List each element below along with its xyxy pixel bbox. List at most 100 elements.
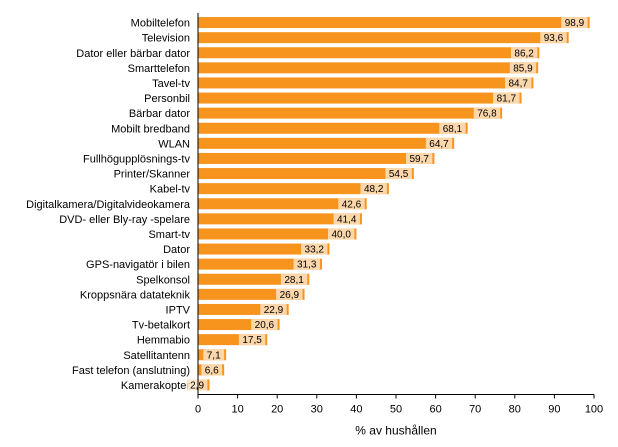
value-label-background [360, 183, 387, 195]
bar [198, 32, 569, 44]
bar [198, 107, 503, 119]
category-label: Television [142, 33, 190, 45]
category-label: Hemmabio [137, 335, 190, 347]
value-label: 85,9 [513, 63, 533, 74]
x-tick-label: 100 [585, 404, 603, 416]
category-label: IPTV [166, 304, 191, 316]
category-label: Digitalkamera/Digitalvideokamera [26, 199, 191, 211]
bar [198, 168, 414, 180]
x-tick-label: 10 [231, 404, 243, 416]
bar [198, 303, 289, 315]
category-label: DVD- eller Bly-ray -spelare [59, 214, 190, 226]
value-label: 64,7 [429, 139, 449, 150]
bar [198, 137, 455, 149]
value-label: 33,2 [305, 245, 325, 256]
value-label: 42,6 [342, 199, 362, 210]
category-label: Kamerakopter [121, 380, 190, 392]
bar [198, 273, 310, 285]
bar [198, 77, 534, 89]
bar [198, 152, 435, 164]
bar [198, 243, 330, 255]
value-label-background [473, 107, 501, 119]
value-label: 59,7 [409, 154, 429, 165]
category-label: Fullhögupplösnings-tv [83, 153, 191, 165]
value-label-background [385, 168, 412, 180]
value-label-background [540, 32, 567, 44]
x-tick-label: 30 [311, 404, 323, 416]
bar [198, 17, 590, 29]
value-label: 2,9 [190, 380, 204, 391]
value-label-background [561, 17, 588, 29]
x-axis-title: % av hushållen [355, 424, 436, 438]
value-label-background [203, 349, 225, 361]
x-tick-label: 40 [350, 404, 362, 416]
category-label: Mobiltelefon [131, 18, 190, 30]
x-tick-label: 0 [195, 404, 201, 416]
bar [198, 228, 357, 240]
bar [198, 47, 540, 59]
value-label: 84,7 [508, 78, 528, 89]
bar [198, 183, 389, 195]
value-label-background [509, 62, 537, 74]
category-label: Satellitantenn [123, 350, 190, 362]
bar [198, 213, 362, 225]
value-label: 22,9 [264, 305, 284, 316]
value-label: 20,6 [255, 320, 275, 331]
x-tick-label: 70 [469, 404, 481, 416]
category-label: GPS-navigatör i bilen [86, 259, 190, 271]
category-label: WLAN [158, 138, 190, 150]
value-label-background [439, 122, 466, 134]
bar [198, 288, 305, 300]
category-label: Spelkonsol [136, 274, 190, 286]
value-label: 17,5 [242, 335, 262, 346]
value-label: 28,1 [284, 275, 304, 286]
value-label-background [493, 92, 520, 104]
x-axis: 0 10 20 30 40 50 60 70 80 90 100 [195, 13, 603, 416]
value-label-background [260, 303, 287, 315]
category-label: Personbil [144, 93, 190, 105]
value-label-background [293, 258, 320, 270]
value-label-background [186, 379, 208, 391]
bar [198, 198, 367, 210]
value-label: 76,8 [477, 109, 497, 120]
category-labels: Mobiltelefon Television Dator eller bärbar… [26, 18, 191, 392]
category-label: Fast telefon (anslutning) [72, 365, 190, 377]
bar [198, 319, 280, 331]
value-label-background [425, 137, 453, 149]
category-label: Smarttelefon [128, 63, 190, 75]
value-label: 68,1 [443, 124, 463, 135]
x-tick-label: 50 [390, 404, 402, 416]
value-label: 54,5 [389, 169, 409, 180]
category-label: Smart-tv [148, 229, 190, 241]
category-label: Dator eller bärbar dator [76, 48, 190, 60]
value-label-background [333, 213, 360, 225]
category-label: Kabel-tv [150, 184, 191, 196]
value-label: 6,6 [205, 365, 219, 376]
value-label-background [251, 319, 278, 331]
value-label-background [280, 273, 308, 285]
value-label-background [338, 198, 365, 210]
bars [198, 17, 590, 391]
value-label: 98,9 [565, 18, 585, 29]
value-label: 7,1 [207, 350, 221, 361]
value-label-background [406, 152, 433, 164]
value-label: 26,9 [280, 290, 300, 301]
category-label: Printer/Skanner [114, 169, 191, 181]
value-labels: 98,993,6 86,2 85,9 84,7 81,776,8 68,1 64,759,7… [186, 17, 588, 391]
value-label: 81,7 [497, 94, 517, 105]
x-tick-label: 20 [271, 404, 283, 416]
value-label: 86,2 [514, 48, 534, 59]
x-tick-label: 60 [429, 404, 441, 416]
value-label-background [301, 243, 328, 255]
value-label-background [328, 228, 355, 240]
x-tick-label: 90 [548, 404, 560, 416]
category-label: Kroppsnära datateknik [80, 289, 191, 301]
value-label: 31,3 [297, 260, 317, 271]
bar [198, 334, 268, 346]
value-label: 48,2 [364, 184, 384, 195]
value-label-background [201, 364, 223, 376]
value-label-background [276, 288, 303, 300]
category-label: Dator [163, 244, 190, 256]
x-tick-label: 80 [509, 404, 521, 416]
